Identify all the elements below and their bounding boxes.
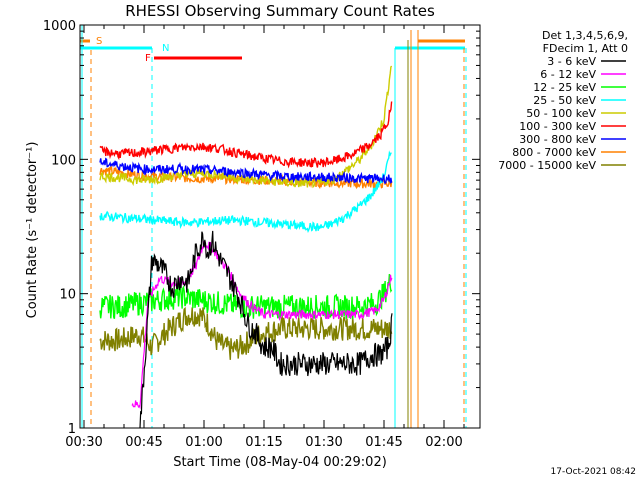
legend-entry-label: 300 - 800 keV: [519, 133, 596, 146]
x-tick-label: 00:30: [65, 435, 102, 450]
legend-entry-label: 6 - 12 keV: [540, 68, 596, 81]
legend-entry-label: 12 - 25 keV: [533, 81, 596, 94]
y-tick-label: 1: [68, 422, 76, 437]
series-line-8: [99, 306, 393, 360]
legend-entry-label: 3 - 6 keV: [547, 55, 596, 68]
markers-layer: S NF: [80, 25, 467, 428]
series-line-1: [131, 241, 393, 410]
legend: Det 1,3,4,5,6,9,FDecim 1, Att 03 - 6 keV…: [498, 29, 628, 172]
plot-frame: [79, 24, 481, 429]
x-tick-label: 01:00: [185, 435, 222, 450]
legend-entry-label: 7000 - 15000 keV: [498, 159, 596, 172]
series-layer: [99, 65, 393, 429]
series-line-4: [99, 65, 393, 189]
footer-date: 17-Oct-2021 08:42: [551, 467, 636, 477]
marker-label-n: N: [162, 43, 169, 54]
legend-entry-label: 50 - 100 keV: [526, 107, 596, 120]
marker-label-s: S: [96, 36, 102, 47]
legend-header-line: Det 1,3,4,5,6,9,: [542, 29, 628, 42]
x-tick-label: 00:45: [125, 435, 162, 450]
series-line-6: [99, 157, 393, 185]
y-tick-label: 10: [59, 288, 76, 303]
x-tick-label: 02:00: [425, 435, 462, 450]
legend-header-line: FDecim 1, Att 0: [543, 42, 628, 55]
y-tick-label: 100: [51, 153, 76, 168]
series-line-5: [99, 101, 393, 169]
x-tick-label: 01:45: [365, 435, 402, 450]
axes-layer: 00:30 00:45 01:00 01:15 01:30 01:45 02:00 1 10 10…: [43, 19, 481, 450]
series-line-0: [139, 230, 393, 429]
y-axis-label: Count Rate (s⁻¹ detector⁻¹): [25, 142, 40, 319]
chart-title: RHESSI Observing Summary Count Rates: [125, 2, 435, 20]
y-tick-label: 1000: [43, 19, 76, 34]
x-axis-label: Start Time (08-May-04 00:29:02): [173, 455, 387, 470]
x-tick-label: 01:30: [305, 435, 342, 450]
legend-entry-label: 25 - 50 keV: [533, 94, 596, 107]
legend-entry-label: 800 - 7000 keV: [512, 146, 596, 159]
marker-label-f: F: [145, 53, 151, 64]
series-line-3: [99, 150, 392, 234]
x-tick-label: 01:15: [245, 435, 282, 450]
legend-entry-label: 100 - 300 keV: [519, 120, 596, 133]
